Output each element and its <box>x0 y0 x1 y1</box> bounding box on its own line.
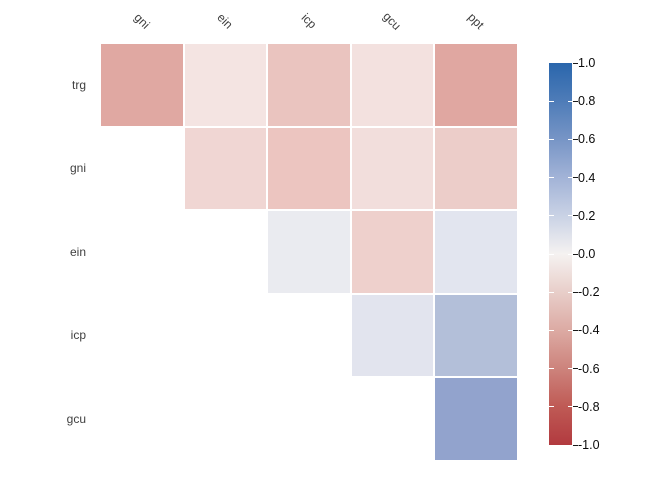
colorbar-tick-mark <box>568 291 572 293</box>
row-label-gni: gni <box>69 161 86 176</box>
colorbar-tick-label: 0.8 <box>578 94 596 109</box>
colorbar-tick-mark <box>549 368 554 370</box>
colorbar-tick-mark <box>549 215 554 217</box>
colorbar-tick-mark <box>549 406 554 408</box>
colorbar-tick-mark <box>573 177 578 179</box>
colorbar-tick-mark <box>549 291 554 293</box>
colorbar-tick-mark <box>573 329 578 331</box>
color-scale-legend <box>549 63 572 445</box>
col-label-gni: gni <box>131 10 153 32</box>
matrix-cell-gcu-ppt <box>435 378 517 460</box>
colorbar-tick-label: 0.6 <box>578 132 596 147</box>
colorbar-tick-mark <box>549 253 554 255</box>
colorbar-tick-label: 0.0 <box>578 247 596 261</box>
matrix-cell-gni-icp <box>268 127 350 209</box>
matrix-cell-gni-gcu <box>351 127 433 209</box>
colorbar-tick-mark <box>573 215 578 217</box>
matrix-cell-icp-gcu <box>351 294 433 376</box>
row-label-trg: trg <box>71 77 86 92</box>
colorbar-tick-mark <box>568 253 572 255</box>
colorbar-tick-label: 0.2 <box>578 208 596 223</box>
colorbar-tick-label: -1.0 <box>578 438 600 452</box>
matrix-cell-icp-ppt <box>435 294 517 376</box>
col-label-icp: icp <box>298 10 320 32</box>
colorbar-tick-label: 0.4 <box>578 170 596 185</box>
colorbar-tick-mark <box>568 177 572 179</box>
colorbar-tick-mark <box>568 138 572 140</box>
colorbar-tick-label: -0.8 <box>578 399 600 414</box>
col-label-gcu: gcu <box>380 9 405 33</box>
matrix-cell-trg-icp <box>268 44 350 126</box>
colorbar-tick-mark <box>568 100 572 102</box>
colorbar-tick-mark <box>549 177 554 179</box>
colorbar-tick-mark <box>573 253 578 255</box>
matrix-cell-trg-ppt <box>435 44 517 126</box>
matrix-cell-gni-ein <box>184 127 266 209</box>
colorbar-tick-mark <box>573 444 578 446</box>
colorbar-tick-label: -0.4 <box>578 323 600 338</box>
matrix-cell-ein-gcu <box>351 211 433 293</box>
colorbar-tick-mark <box>549 100 554 102</box>
col-label-ein: ein <box>214 10 236 32</box>
colorbar-tick-mark <box>573 138 578 140</box>
matrix-cell-trg-ein <box>184 44 266 126</box>
colorbar-tick-mark <box>568 215 572 217</box>
colorbar-tick-label: 1.0 <box>578 56 596 70</box>
colorbar-tick-mark <box>568 368 572 370</box>
colorbar-tick-mark <box>568 406 572 408</box>
colorbar-tick-mark <box>573 291 578 293</box>
row-label-ein: ein <box>69 244 86 259</box>
row-label-gcu: gcu <box>66 411 86 426</box>
colorbar-tick-label: -0.2 <box>578 285 600 300</box>
matrix-cell-trg-gcu <box>351 44 433 126</box>
colorbar-tick-mark <box>573 100 578 102</box>
col-label-ppt: ppt <box>464 10 487 32</box>
colorbar-tick-mark <box>573 62 578 64</box>
colorbar-tick-mark <box>573 368 578 370</box>
colorbar-tick-mark <box>568 329 572 331</box>
matrix-cell-ein-ppt <box>435 211 517 293</box>
colorbar-tick-mark <box>573 406 578 408</box>
matrix-cell-trg-gni <box>101 44 183 126</box>
row-label-icp: icp <box>70 328 86 343</box>
colorbar-tick-label: -0.6 <box>578 361 600 376</box>
colorbar-tick-mark <box>549 329 554 331</box>
colorbar-tick-mark <box>549 138 554 140</box>
matrix-cell-ein-icp <box>268 211 350 293</box>
matrix-cell-gni-ppt <box>435 127 517 209</box>
